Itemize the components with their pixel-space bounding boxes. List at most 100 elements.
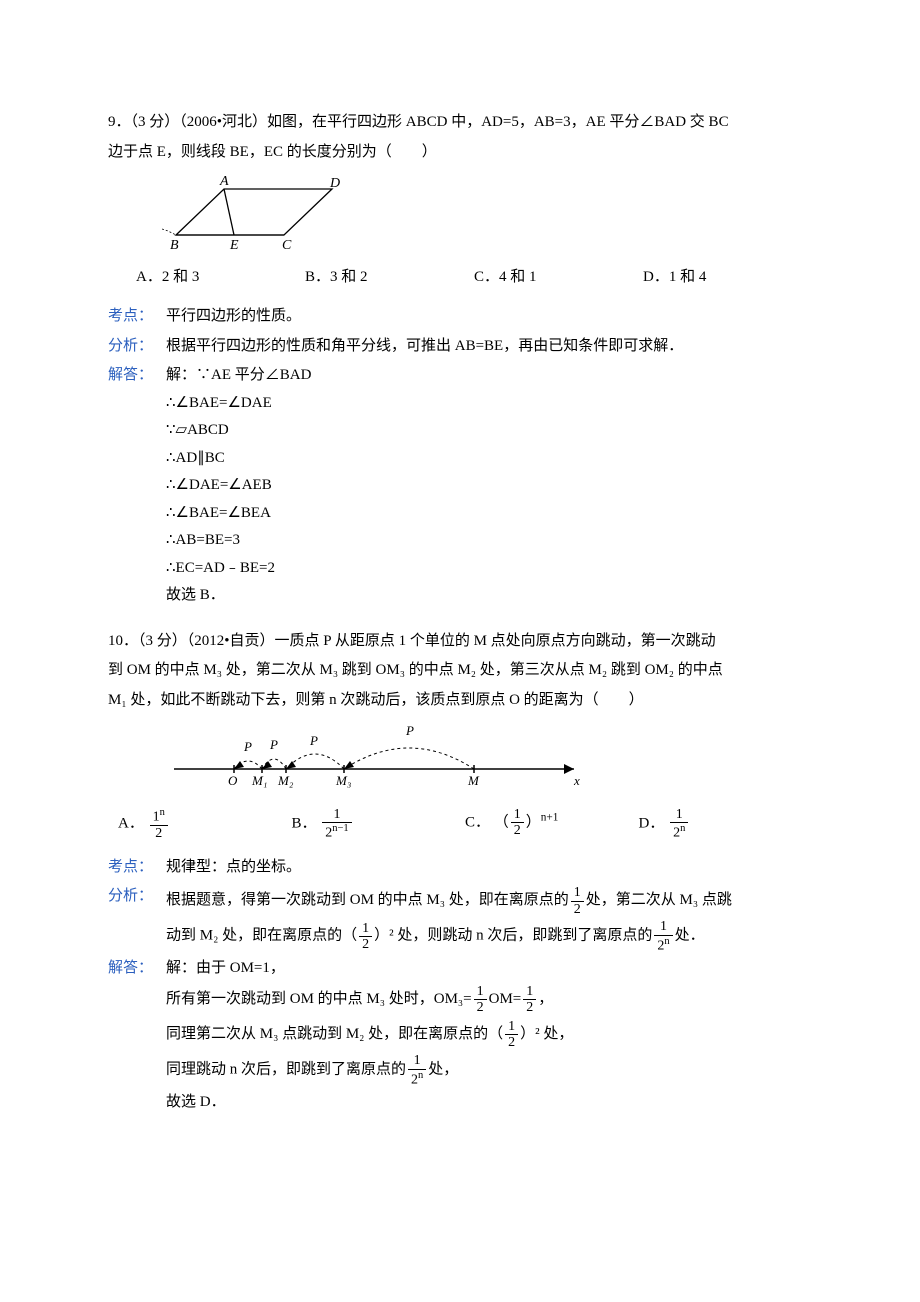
q9-figure: A D B E C [162, 171, 812, 259]
q9-j4: ∴∠DAE=∠AEB [166, 473, 683, 499]
optB-num: 1 [322, 807, 351, 823]
q9-j5: ∴∠BAE=∠BEA [166, 501, 683, 527]
q10-fenxi-b: 处，第二次从 M₃ 点跳 [586, 892, 732, 908]
label-M1: M₁ [251, 773, 267, 788]
q9-jieda-body: 解：∵AE 平分∠BAD ∴∠BAE=∠DAE ∵▱ABCD ∴AD∥BC ∴∠… [166, 363, 683, 611]
q9-fenxi-label: 分析： [108, 334, 166, 364]
q9-source: （2006•河北） [179, 114, 267, 130]
optD-exp: n [680, 823, 685, 834]
label-x: x [573, 773, 580, 788]
arc-p3: P [309, 733, 318, 748]
optB-exp: n−1 [332, 823, 348, 834]
q9-stem-line2: 边于点 E，则线段 BE，EC 的长度分别为（ ） [108, 140, 812, 166]
q9-kaodian-label: 考点： [108, 304, 166, 334]
label-C: C [282, 238, 292, 249]
q10-points: （3 分） [138, 633, 187, 649]
q10-number: 10． [108, 633, 138, 649]
q10-fenxi-label: 分析： [108, 884, 166, 955]
arc-p1: P [243, 739, 252, 754]
q10-jieda-label: 解答： [108, 956, 166, 1117]
frac-half-3: 12 [474, 984, 487, 1016]
q9-option-a[interactable]: A．2 和 3 [136, 265, 305, 291]
q10-fenxi-c: 动到 M₂ 处，即在离原点的（ [166, 928, 357, 944]
optD-label: D． [639, 815, 665, 831]
optD-num: 1 [670, 807, 688, 823]
q10-fenxi-a: 根据题意，得第一次跳动到 OM 的中点 M₃ 处，即在离原点的 [166, 892, 569, 908]
q9-points: （3 分） [131, 114, 180, 130]
optC-den: 2 [511, 823, 524, 838]
label-B: B [170, 238, 179, 249]
q10-j2c: ， [538, 991, 553, 1007]
q9-fenxi: 根据平行四边形的性质和角平分线，可推出 AB=BE，再由已知条件即可求解． [166, 334, 683, 360]
q9-option-c[interactable]: C．4 和 1 [474, 265, 643, 291]
parallelogram-icon: A D B E C [162, 171, 362, 249]
q9-number: 9． [108, 114, 131, 130]
q10-stem-line3: M₁ 处，如此不断跳动下去，则第 n 次跳动后，该质点到原点 O 的距离为（ ） [108, 688, 812, 714]
label-O: O [228, 773, 238, 788]
frac-half-2: 12 [359, 921, 372, 953]
number-line-icon: P P P P O M₁ M₂ M₃ M x [174, 721, 594, 791]
q9-solution: 考点： 平行四边形的性质。 分析： 根据平行四边形的性质和角平分线，可推出 AB… [108, 304, 683, 611]
q10-option-a[interactable]: A． 1n 2 [118, 807, 292, 841]
optC-frac: 1 2 [511, 807, 524, 839]
q9-j8: 故选 B． [166, 583, 683, 609]
q10-j4b: 处， [428, 1062, 458, 1078]
q10-option-b[interactable]: B． 1 2n−1 [292, 807, 466, 841]
frac-half-5: 12 [505, 1019, 518, 1051]
q9-stem-a: 如图，在平行四边形 ABCD 中，AD=5，AB=3，AE 平分∠BAD 交 B… [267, 114, 729, 130]
q10-j1: 解：由于 OM=1， [166, 956, 732, 982]
optB-frac: 1 2n−1 [322, 807, 351, 841]
q10-stem-a: 一质点 P 从距原点 1 个单位的 M 点处向原点方向跳动，第一次跳动 [275, 633, 716, 649]
q9-j1: ∴∠BAE=∠DAE [166, 391, 683, 417]
q10-source: （2012•自贡） [187, 633, 275, 649]
frac-half-1: 12 [571, 885, 584, 917]
q10-j4a: 同理跳动 n 次后，即跳到了离原点的 [166, 1062, 406, 1078]
optA-frac: 1n 2 [150, 807, 168, 841]
q10-fenxi-body: 根据题意，得第一次跳动到 OM 的中点 M₃ 处，即在离原点的12处，第二次从 … [166, 884, 732, 955]
q10-j3a: 同理第二次从 M₃ 点跳动到 M₂ 处，即在离原点的（ [166, 1026, 503, 1042]
q10-stem-line1: 10．（3 分）（2012•自贡）一质点 P 从距原点 1 个单位的 M 点处向… [108, 629, 812, 655]
q10-j5: 故选 D． [166, 1090, 732, 1116]
question-10: 10．（3 分）（2012•自贡）一质点 P 从距原点 1 个单位的 M 点处向… [108, 629, 812, 1118]
question-9: 9．（3 分）（2006•河北）如图，在平行四边形 ABCD 中，AD=5，AB… [108, 110, 812, 611]
q10-figure: P P P P O M₁ M₂ M₃ M x [174, 721, 812, 801]
optA-sup: n [160, 807, 165, 818]
arc-p2: P [269, 737, 278, 752]
q10-fenxi-d: ）² 处，则跳动 n 次后，即跳到了离原点的 [374, 928, 652, 944]
q10-j3b: ）² 处， [520, 1026, 573, 1042]
q9-j7: ∴EC=AD﹣BE=2 [166, 556, 683, 582]
optB-label: B． [292, 815, 317, 831]
q10-kaodian-label: 考点： [108, 855, 166, 885]
frac-1-over-2n-2: 12n [408, 1053, 426, 1087]
optC-outer-sup: n+1 [541, 811, 559, 823]
q10-j2b: OM= [489, 991, 522, 1007]
optA-num: 1 [153, 809, 160, 824]
optA-label: A． [118, 815, 144, 831]
q9-kaodian: 平行四边形的性质。 [166, 304, 683, 330]
frac-half-4: 12 [523, 984, 536, 1016]
q9-jieda-label: 解答： [108, 363, 166, 611]
q10-options: A． 1n 2 B． 1 2n−1 C． （ 1 2 ）n+1 D． 1 2n [118, 807, 812, 841]
label-E: E [229, 238, 239, 249]
q10-option-d[interactable]: D． 1 2n [639, 807, 813, 841]
q9-options: A．2 和 3 B．3 和 2 C．4 和 1 D．1 和 4 [136, 265, 812, 291]
q10-fenxi-e: 处． [675, 928, 705, 944]
q10-kaodian: 规律型：点的坐标。 [166, 855, 732, 881]
optA-den: 2 [150, 826, 168, 841]
q10-j2a: 所有第一次跳动到 OM 的中点 M₃ 处时，OM₃= [166, 991, 472, 1007]
optC-label: C． [465, 814, 490, 830]
label-M: M [467, 773, 480, 788]
label-D: D [329, 176, 340, 191]
q10-jieda-body: 解：由于 OM=1， 所有第一次跳动到 OM 的中点 M₃ 处时，OM₃=12O… [166, 956, 732, 1117]
q9-option-b[interactable]: B．3 和 2 [305, 265, 474, 291]
optD-den: 2n [670, 823, 688, 841]
q9-option-d[interactable]: D．1 和 4 [643, 265, 812, 291]
q10-solution: 考点： 规律型：点的坐标。 分析： 根据题意，得第一次跳动到 OM 的中点 M₃… [108, 855, 732, 1117]
q9-j3: ∴AD∥BC [166, 446, 683, 472]
label-M2: M₂ [277, 773, 294, 788]
label-M3: M₃ [335, 773, 351, 788]
frac-1-over-2n-1: 12n [654, 919, 672, 953]
optC-num: 1 [511, 807, 524, 823]
q10-option-c[interactable]: C． （ 1 2 ）n+1 [465, 807, 639, 841]
optB-den: 2n−1 [322, 823, 351, 841]
